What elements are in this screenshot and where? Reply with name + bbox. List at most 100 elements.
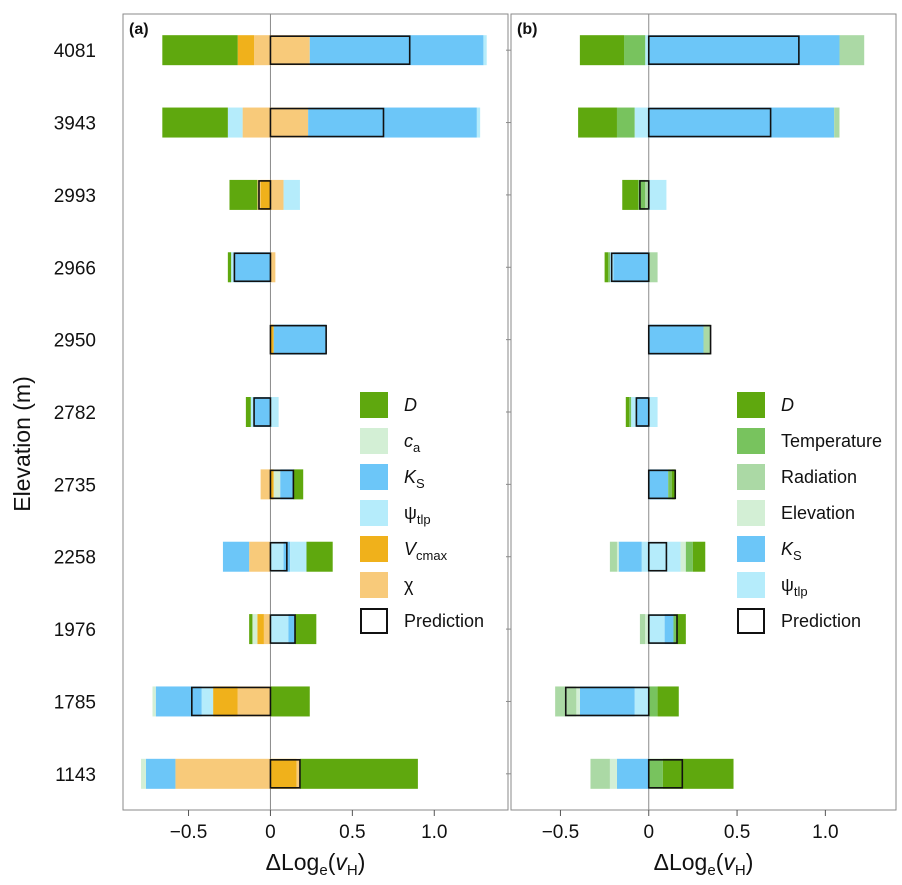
prediction-box — [647, 324, 712, 355]
prediction-box — [258, 180, 272, 210]
bar-segment-Temperature — [608, 252, 610, 283]
legend-swatch — [737, 428, 765, 454]
bar-row-1785 — [152, 686, 310, 717]
bar-segment-Ks — [155, 686, 202, 717]
bar-segment-Elevation — [680, 541, 686, 572]
y-axis: Elevation (m) 4081 3943 2993 2966 2950 2782 27… — [9, 41, 96, 786]
panel-b: (b) −0.5 0 0.5 1.0 ΔLoge(vH) D Temperature Radia… — [506, 13, 897, 879]
bar-segment-chi — [263, 614, 271, 645]
prediction-box — [639, 180, 650, 210]
legend-swatch — [737, 464, 765, 490]
x-axis-title-close: ) — [746, 849, 754, 875]
prediction-box — [610, 252, 650, 283]
bar-row-2950 — [647, 324, 712, 355]
bar-segment-Elevation — [609, 758, 617, 789]
y-tick-label: 2258 — [54, 548, 96, 569]
prediction-box — [564, 686, 650, 717]
legend-label-sub: S — [416, 476, 425, 491]
x-axis-title-open: ( — [716, 849, 724, 875]
prediction-box — [191, 686, 272, 717]
legend-label: Vcmax — [404, 539, 448, 563]
bar-row-3943 — [162, 107, 481, 138]
bar-row-2950 — [269, 324, 327, 355]
bar-segment-Radiation — [645, 179, 649, 210]
bar-segment-Ks — [648, 107, 835, 138]
bar-segment-D — [625, 397, 630, 427]
bar-segment-Temperature — [685, 541, 693, 572]
x-tick-label: 1.0 — [812, 822, 838, 843]
x-tick-label: 0 — [265, 822, 276, 843]
bar-row-4081 — [579, 35, 865, 66]
bar-segment-D — [293, 469, 304, 500]
bar-segment-Ks — [648, 324, 704, 355]
x-axis-title-varsub: H — [735, 862, 746, 879]
legend-item-Temperature: Temperature — [737, 428, 882, 454]
legend-item-Radiation: Radiation — [737, 464, 857, 490]
bar-segment-chi — [270, 107, 309, 138]
x-axis-title: ΔLoge(vH) — [266, 849, 366, 879]
bar-segment-D — [162, 107, 228, 138]
legend-swatch — [360, 464, 388, 490]
legend-label-main: K — [404, 467, 417, 487]
legend-label-main: D — [781, 395, 794, 415]
bar-segment-Temperature — [616, 107, 635, 138]
bar-segment-psi — [290, 541, 307, 572]
legend-label: Prediction — [781, 611, 861, 631]
legend-label-main: c — [404, 431, 413, 451]
legend-label: Radiation — [781, 467, 857, 487]
bar-segment-D — [299, 758, 418, 789]
bar-segment-psi — [645, 35, 649, 66]
bar-segment-Ks — [579, 686, 635, 717]
bar-segment-Vcmax — [260, 179, 271, 210]
bar-segment-chi — [254, 35, 271, 66]
bar-segment-psi — [250, 397, 255, 427]
legend-item-psi: ψtlp — [737, 572, 808, 599]
x-axis-title-close: ) — [358, 849, 366, 875]
legend-swatch — [737, 536, 765, 562]
bar-segment-Ks — [234, 252, 271, 283]
prediction-box — [647, 759, 684, 789]
legend-item-ca: ca — [360, 428, 421, 455]
bar-segment-psi — [270, 397, 279, 427]
legend-label: Temperature — [781, 431, 882, 451]
prediction-box — [269, 35, 411, 65]
legend-swatch — [360, 428, 388, 454]
bar-segment-Ks — [618, 541, 642, 572]
legend-label: D — [404, 395, 417, 415]
legend: DTemperatureRadiationElevationKSψtlpPred… — [737, 392, 882, 634]
legend-item-D: D — [360, 392, 417, 418]
bar-row-2782 — [625, 397, 658, 427]
bar-segment-chi — [237, 686, 271, 717]
bar-row-2966 — [604, 252, 658, 283]
legend-item-psi: ψtlp — [360, 500, 431, 527]
bar-segment-D — [295, 614, 317, 645]
legend-label: Elevation — [781, 503, 855, 523]
bar-segment-psi — [648, 614, 665, 645]
bar-row-1143 — [590, 758, 734, 789]
bar-segment-D — [692, 541, 706, 572]
prediction-box — [269, 324, 327, 355]
bar-segment-D — [622, 179, 639, 210]
bar-segment-psi — [631, 397, 637, 427]
legend-swatch — [360, 572, 388, 598]
bar-segment-D — [579, 35, 625, 66]
bar-segment-Ks — [613, 252, 649, 283]
bar-segment-D — [227, 252, 232, 283]
x-axis-title-open: ( — [328, 849, 336, 875]
x-axis-title-var: v — [335, 849, 348, 875]
y-tick-label: 1976 — [54, 620, 96, 641]
bar-segment-psi — [476, 107, 481, 138]
bar-segment-Vcmax — [270, 324, 274, 355]
bar-segment-D — [677, 614, 686, 645]
bar-segment-psi — [634, 686, 649, 717]
x-axis-title-varsub: H — [347, 862, 358, 879]
legend-swatch — [737, 500, 765, 526]
y-tick-label: 3943 — [54, 114, 96, 135]
bar-segment-Vcmax — [270, 758, 297, 789]
prediction-box — [269, 107, 385, 138]
x-tick-label: 0.5 — [339, 822, 365, 843]
bar-segment-psi — [270, 614, 289, 645]
legend-label-sub: cmax — [416, 548, 448, 563]
bar-segment-psi — [283, 179, 300, 210]
x-tick-label: 0 — [643, 822, 654, 843]
